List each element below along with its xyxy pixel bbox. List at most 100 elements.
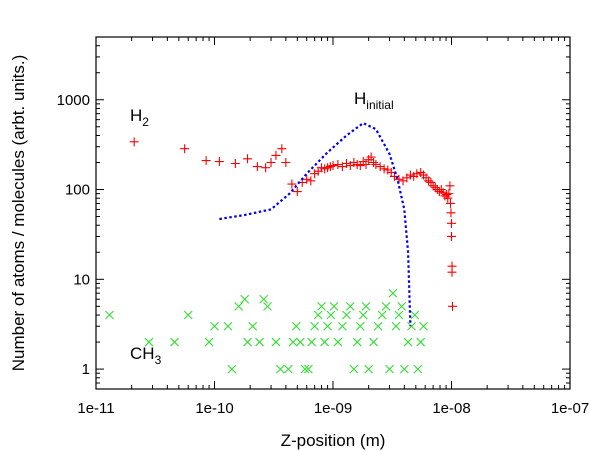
h2-point bbox=[129, 137, 139, 147]
ch3-point bbox=[377, 310, 387, 320]
y-tick-label: 100 bbox=[65, 182, 90, 199]
ch3-point bbox=[403, 337, 413, 347]
annotation-h-initial-main: H bbox=[354, 89, 366, 108]
annotation-h2: H2 bbox=[130, 106, 149, 129]
annotation-ch3: CH3 bbox=[130, 344, 162, 367]
ch3-point bbox=[263, 301, 272, 311]
ch3-point bbox=[204, 337, 214, 347]
h2-point bbox=[447, 267, 457, 277]
ch3-point bbox=[234, 301, 244, 311]
ch3-point bbox=[300, 364, 310, 374]
ch3-point bbox=[345, 301, 355, 311]
h2-point bbox=[447, 218, 456, 228]
h2-point bbox=[277, 144, 287, 154]
ch3-point bbox=[243, 337, 252, 347]
h2-point bbox=[292, 187, 302, 197]
h2-point bbox=[271, 150, 281, 160]
h2-point bbox=[328, 161, 338, 171]
ch3-point bbox=[170, 337, 179, 347]
h2-point bbox=[443, 193, 453, 203]
h2-point bbox=[444, 189, 454, 199]
ch3-point bbox=[394, 310, 404, 320]
x-tick-label: 1e-08 bbox=[432, 400, 470, 417]
h-initial-line bbox=[219, 121, 412, 327]
plot-frame bbox=[95, 36, 571, 390]
ch3-point bbox=[410, 310, 420, 320]
h2-point bbox=[243, 154, 253, 164]
ch3-point bbox=[223, 321, 233, 331]
ch3-point bbox=[259, 294, 269, 304]
ch3-point bbox=[183, 310, 193, 320]
h2-point bbox=[342, 158, 352, 168]
ch3-point bbox=[276, 364, 285, 374]
h2-point bbox=[412, 169, 422, 179]
ch3-point bbox=[240, 294, 250, 304]
series-ch3 bbox=[105, 288, 428, 374]
ch3-point bbox=[397, 301, 407, 311]
h2-point bbox=[446, 208, 456, 218]
axis-ticks: 1e-11 1e-10 1e-09 1e-08 1e-07 1 10 100 1000 bbox=[57, 36, 589, 417]
ch3-point bbox=[349, 364, 359, 374]
ch3-point bbox=[304, 364, 313, 374]
ch3-point bbox=[283, 364, 293, 374]
ch3-point bbox=[355, 321, 365, 331]
h2-point bbox=[302, 174, 312, 184]
ch3-point bbox=[358, 310, 368, 320]
ch3-point bbox=[388, 288, 398, 298]
y-axis-label: Number of atoms / molecules (arbt. units… bbox=[9, 55, 28, 372]
ch3-point bbox=[291, 321, 301, 331]
ch3-point bbox=[307, 337, 317, 347]
ch3-point bbox=[271, 337, 281, 347]
h2-point bbox=[379, 164, 389, 174]
h2-point bbox=[252, 162, 262, 172]
ch3-point bbox=[369, 337, 378, 347]
ch3-point bbox=[333, 337, 343, 347]
ch3-point bbox=[373, 321, 383, 331]
x-tick-label: 1e-11 bbox=[77, 400, 114, 417]
ch3-point bbox=[352, 337, 362, 347]
h2-point bbox=[281, 158, 291, 168]
annotation-h-initial-sub: initial bbox=[366, 98, 393, 112]
ch3-point bbox=[317, 301, 326, 311]
h2-point bbox=[361, 160, 371, 170]
h2-point bbox=[445, 198, 455, 208]
h2-point bbox=[287, 179, 297, 189]
annotation-ch3-main: CH bbox=[130, 344, 155, 363]
ch3-point bbox=[381, 301, 391, 311]
h2-point bbox=[434, 187, 444, 197]
h2-point bbox=[428, 181, 438, 191]
plot-area bbox=[105, 121, 458, 374]
ch3-point bbox=[310, 321, 320, 331]
series-h2 bbox=[129, 137, 458, 311]
annotation-h2-main: H bbox=[130, 106, 142, 125]
annotation-h2-sub: 2 bbox=[142, 115, 149, 129]
y-tick-label: 10 bbox=[73, 271, 90, 288]
ch3-point bbox=[144, 337, 154, 347]
ch3-point bbox=[416, 337, 426, 347]
y-tick-label: 1 bbox=[82, 361, 90, 378]
h2-point bbox=[424, 176, 434, 186]
ch3-point bbox=[105, 310, 114, 320]
ch3-point bbox=[323, 321, 332, 331]
ch3-point bbox=[364, 364, 374, 374]
ch3-point bbox=[326, 310, 336, 320]
h2-point bbox=[261, 163, 271, 173]
h2-point bbox=[448, 301, 458, 311]
x-axis-label: Z-position (m) bbox=[281, 431, 386, 450]
ch3-point bbox=[255, 337, 264, 347]
ch3-point bbox=[407, 321, 416, 331]
ch3-point bbox=[288, 337, 298, 347]
ch3-point bbox=[337, 321, 347, 331]
ch3-point bbox=[313, 310, 323, 320]
ch3-point bbox=[399, 364, 409, 374]
ch3-point bbox=[413, 364, 423, 374]
x-tick-label: 1e-09 bbox=[314, 400, 352, 417]
h2-point bbox=[180, 144, 190, 154]
h2-point bbox=[366, 152, 376, 162]
x-tick-label: 1e-10 bbox=[195, 400, 233, 417]
ch3-point bbox=[210, 321, 219, 331]
h2-point bbox=[430, 183, 440, 193]
h2-point bbox=[333, 160, 343, 170]
h2-point bbox=[442, 190, 452, 200]
